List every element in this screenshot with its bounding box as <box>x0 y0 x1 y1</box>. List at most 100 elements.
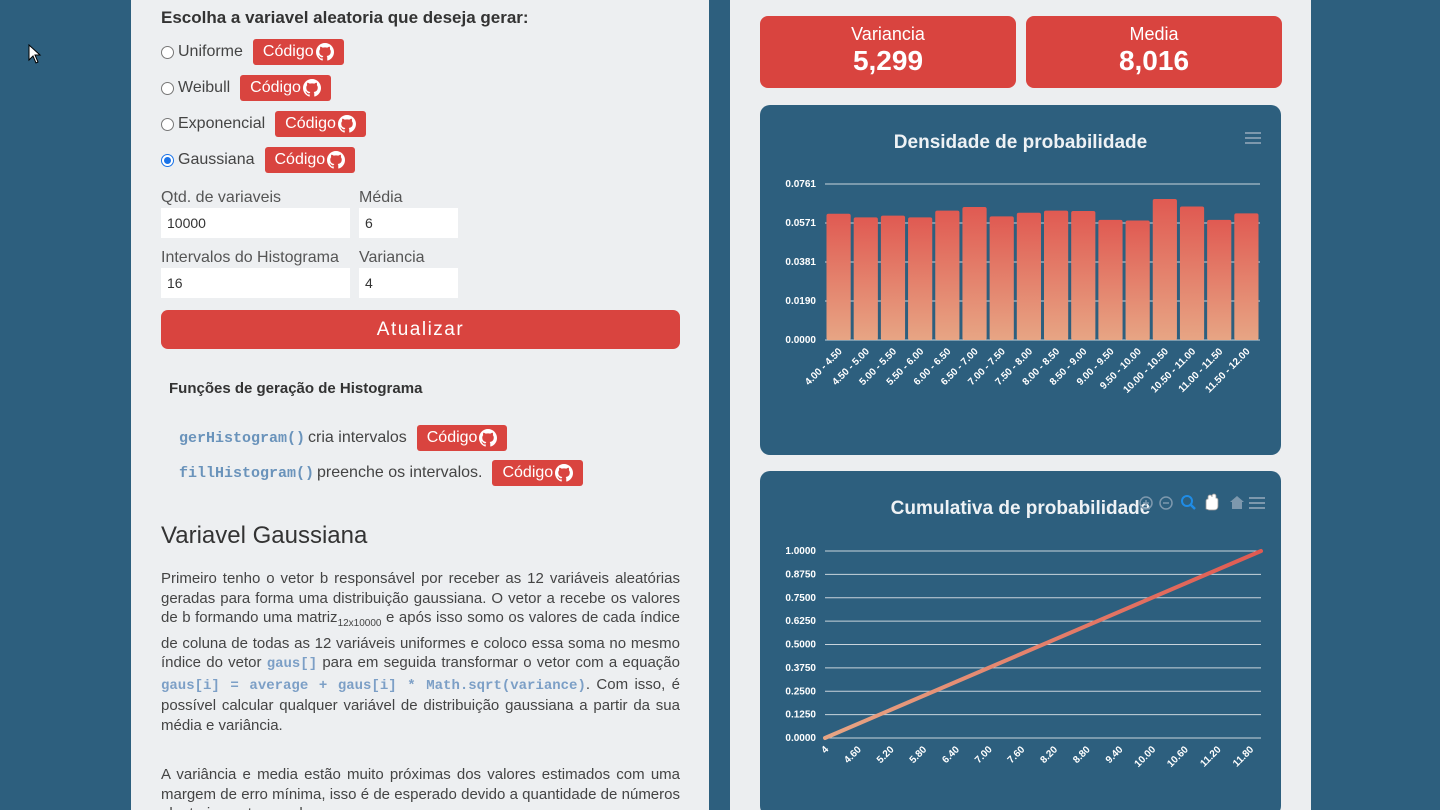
density-bar <box>962 206 987 340</box>
weibull-code-button[interactable]: Código <box>240 75 331 101</box>
density-bar <box>1016 212 1041 340</box>
uniforme-radio[interactable] <box>161 45 174 59</box>
option-exponencial[interactable]: Exponencial Código <box>161 110 366 138</box>
x-tick-label: 9.40 <box>1104 744 1126 766</box>
pan-hand-icon[interactable] <box>1205 493 1219 511</box>
y-tick-label: 0.3750 <box>785 663 816 674</box>
y-tick-label: 0.7500 <box>785 593 816 604</box>
density-bar <box>1044 210 1069 340</box>
chart-menu-icon[interactable] <box>1245 132 1261 144</box>
equation-code: gaus[i] = average + gaus[i] * Math.sqrt(… <box>161 677 586 694</box>
article-paragraph-2: A variância e media estão muito próximas… <box>161 766 680 810</box>
gerhistogram-row: gerHistogram() cria intervalos Código <box>179 424 508 452</box>
x-tick-label: 8.20 <box>1038 744 1060 766</box>
exponencial-label: Exponencial <box>178 115 266 132</box>
cumulative-line <box>823 549 1263 740</box>
density-bar <box>1207 219 1232 340</box>
uniforme-code-button[interactable]: Código <box>252 39 344 65</box>
reset-home-icon[interactable] <box>1230 496 1244 509</box>
option-gaussiana[interactable]: Gaussiana Código <box>161 146 356 174</box>
media-input[interactable]: 6 <box>359 208 458 238</box>
chart-toolbar <box>1139 493 1265 511</box>
y-tick-label: 0.2500 <box>785 686 816 697</box>
gerhistogram-code-button[interactable]: Código <box>416 425 508 451</box>
y-tick-label: 0.0761 <box>785 179 816 190</box>
density-bar <box>1179 206 1205 340</box>
x-tick-label: 8.80 <box>1071 744 1093 766</box>
density-chart-title: Densidade de probabilidade <box>893 132 1148 153</box>
exponencial-radio[interactable] <box>161 117 174 131</box>
weibull-radio[interactable] <box>161 81 174 95</box>
option-uniforme[interactable]: Uniforme Código <box>161 38 344 66</box>
mouse-cursor-icon <box>28 44 42 64</box>
variance-label: Variancia <box>851 24 925 44</box>
github-icon <box>479 429 498 447</box>
update-button[interactable]: Atualizar <box>161 310 680 349</box>
exponencial-code-button[interactable]: Código <box>275 111 366 137</box>
intervals-input[interactable]: 16 <box>161 268 350 298</box>
gaus-code: gaus[] <box>266 656 318 672</box>
y-tick-label: 0.0571 <box>785 218 816 229</box>
variancia-label: Variancia <box>359 249 425 266</box>
fillhistogram-text: preenche os intervalos. <box>317 464 483 481</box>
chart-menu-icon[interactable] <box>1249 497 1265 509</box>
weibull-label: Weibull <box>178 79 231 96</box>
qtd-input[interactable]: 10000 <box>161 208 350 238</box>
density-bar <box>935 210 960 340</box>
y-tick-label: 0.6250 <box>785 616 816 627</box>
cumulative-chart: 0.0000 0.1250 0.2500 0.3750 0.5000 0.6250 0.75… <box>785 546 1263 770</box>
mean-value: 8,016 <box>1118 45 1190 76</box>
mean-label: Media <box>1129 24 1179 44</box>
x-tick-label: 4.60 <box>842 744 864 766</box>
fillhistogram-code-button[interactable]: Código <box>492 460 584 486</box>
github-icon <box>327 151 346 169</box>
github-icon <box>315 43 334 61</box>
zoom-out-icon[interactable] <box>1159 496 1173 510</box>
x-tick-label: 7.60 <box>1006 744 1028 766</box>
cumulative-chart-card: Cumulativa de probabilidade 0.0000 0.1250… <box>760 471 1281 810</box>
y-tick-label: 1.0000 <box>785 546 816 557</box>
density-bar <box>908 217 933 340</box>
x-tick-label: 5.20 <box>875 744 897 766</box>
density-bar <box>826 213 851 340</box>
article-paragraph-1: Primeiro tenho o vetor b responsável por… <box>161 570 680 734</box>
density-bar <box>1234 213 1259 340</box>
x-tick-label: 6.40 <box>940 744 962 766</box>
x-tick-label: 5.80 <box>908 744 930 766</box>
x-tick-label: 7.00 <box>973 744 995 766</box>
zoom-in-icon[interactable] <box>1139 496 1153 510</box>
y-tick-label: 0.0000 <box>785 733 816 744</box>
fillhistogram-code: fillHistogram() <box>179 464 315 482</box>
fillhistogram-row: fillHistogram() preenche os intervalos. … <box>179 459 584 487</box>
density-bar <box>1071 211 1096 340</box>
histogram-functions-title: Funções de geração de Histograma <box>169 380 423 397</box>
intervals-label: Intervalos do Histograma <box>161 249 339 266</box>
gaussiana-code-button[interactable]: Código <box>264 147 356 173</box>
variance-value: 5,299 <box>852 45 924 76</box>
y-tick-label: 0.8750 <box>785 569 816 580</box>
x-tick-label: 4 <box>819 744 831 756</box>
results-panel: Variancia 5,299 Media 8,016 Densidade de… <box>730 0 1311 810</box>
density-bar <box>989 216 1014 340</box>
media-label: Média <box>359 189 403 206</box>
x-tick-label: 10.60 <box>1165 744 1191 770</box>
y-tick-label: 0.1250 <box>785 710 816 721</box>
density-bar <box>880 215 906 340</box>
density-bar <box>853 217 878 340</box>
density-bar <box>1098 219 1123 340</box>
gerhistogram-text: cria intervalos <box>308 429 407 446</box>
x-tick-label: 11.20 <box>1198 744 1223 769</box>
choose-heading: Escolha a variavel aleatoria que deseja … <box>161 8 529 27</box>
cumulative-chart-title: Cumulativa de probabilidade <box>890 498 1151 519</box>
option-weibull[interactable]: Weibull Código <box>161 74 331 102</box>
form-panel: Escolha a variavel aleatoria que deseja … <box>131 0 709 810</box>
variancia-input[interactable]: 4 <box>359 268 458 298</box>
github-icon <box>555 464 574 482</box>
selection-zoom-icon[interactable] <box>1181 495 1196 510</box>
github-icon <box>302 79 321 97</box>
x-tick-label: 11.80 <box>1231 744 1256 769</box>
gaussiana-radio[interactable] <box>161 153 174 167</box>
x-tick-label: 10.00 <box>1133 744 1159 770</box>
y-tick-label: 0.0190 <box>785 296 816 307</box>
